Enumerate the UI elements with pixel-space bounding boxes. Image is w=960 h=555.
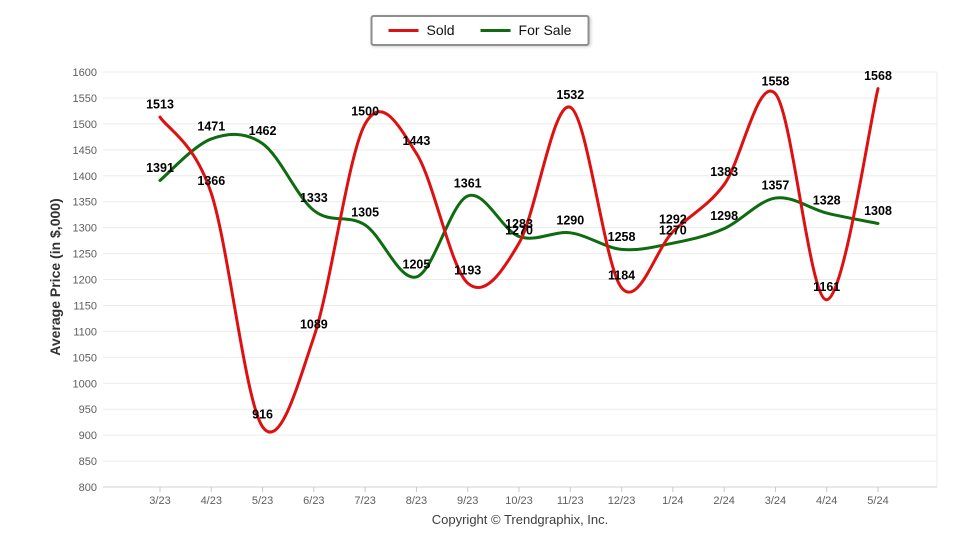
data-label: 1462 (249, 124, 277, 138)
data-label: 1443 (403, 134, 431, 148)
x-tick-label: 4/23 (201, 495, 222, 507)
y-tick-label: 1150 (73, 300, 97, 312)
data-label: 1089 (300, 318, 328, 332)
x-tick-label: 10/23 (505, 495, 533, 507)
y-tick-label: 1200 (73, 275, 97, 287)
y-tick-label: 850 (79, 456, 97, 468)
data-label: 1361 (454, 176, 482, 190)
data-label: 1184 (608, 268, 635, 282)
y-tick-label: 800 (79, 482, 97, 494)
data-label: 1471 (197, 119, 225, 133)
data-label: 1305 (351, 206, 379, 220)
data-label: 1328 (813, 194, 841, 208)
data-label: 1383 (710, 165, 738, 179)
x-tick-label: 9/23 (457, 495, 478, 507)
data-label: 1270 (505, 224, 533, 238)
data-label: 1500 (351, 104, 379, 118)
data-label: 1270 (659, 224, 687, 238)
y-tick-label: 900 (79, 430, 97, 442)
data-label: 1366 (197, 174, 225, 188)
data-label: 1333 (300, 191, 328, 205)
y-tick-label: 1050 (73, 352, 97, 364)
data-label: 1161 (813, 280, 840, 294)
series-line-sold (158, 87, 880, 434)
y-tick-label: 1500 (73, 119, 97, 131)
legend-label-for-sale: For Sale (518, 22, 572, 38)
data-label: 1290 (556, 213, 584, 227)
data-label: 1558 (762, 74, 790, 88)
data-label: 1193 (454, 264, 481, 278)
y-tick-label: 1000 (73, 378, 97, 390)
data-label: 1292 (659, 212, 687, 226)
data-label: 1205 (403, 257, 431, 271)
y-tick-label: 1350 (73, 197, 97, 209)
x-tick-label: 7/23 (354, 495, 375, 507)
data-label: 1568 (864, 69, 892, 83)
data-label: 1308 (864, 204, 892, 218)
y-tick-label: 1450 (73, 145, 97, 157)
x-tick-label: 6/23 (303, 495, 324, 507)
y-tick-label: 1600 (73, 67, 97, 79)
x-tick-label: 3/24 (765, 495, 786, 507)
data-label: 1513 (146, 98, 174, 112)
y-tick-label: 1550 (73, 93, 97, 105)
y-tick-label: 1250 (73, 249, 97, 261)
x-tick-label: 5/24 (867, 495, 888, 507)
legend-item-for-sale: For Sale (480, 22, 572, 39)
y-tick-label: 1300 (73, 223, 97, 235)
x-tick-label: 1/24 (662, 495, 683, 507)
sold-line-icon (388, 29, 419, 32)
series-line-for-sale (158, 132, 880, 279)
x-tick-label: 2/24 (713, 495, 734, 507)
data-label: 1283 (505, 217, 533, 231)
data-label: 1258 (608, 230, 636, 244)
x-tick-label: 11/23 (557, 495, 584, 507)
x-tick-label: 12/23 (608, 495, 636, 507)
x-tick-label: 3/23 (149, 495, 170, 507)
data-label: 1357 (762, 179, 790, 193)
x-tick-label: 8/23 (406, 495, 427, 507)
legend-item-sold: Sold (388, 22, 455, 39)
for-sale-line-icon (480, 29, 511, 32)
y-tick-label: 1100 (73, 326, 97, 338)
chart-legend: Sold For Sale (370, 15, 590, 46)
y-tick-label: 1400 (73, 171, 97, 183)
y-axis-title: Average Price (in $,000) (47, 198, 63, 356)
x-tick-label: 4/24 (816, 495, 837, 507)
data-label: 1532 (556, 88, 584, 102)
y-tick-label: 950 (79, 404, 97, 416)
legend-label-sold: Sold (426, 22, 455, 38)
copyright-text: Copyright © Trendgraphix, Inc. (431, 512, 609, 527)
data-label: 916 (252, 407, 273, 421)
data-label: 1298 (710, 209, 738, 223)
data-label: 1391 (146, 161, 174, 175)
x-tick-label: 5/23 (252, 495, 273, 507)
